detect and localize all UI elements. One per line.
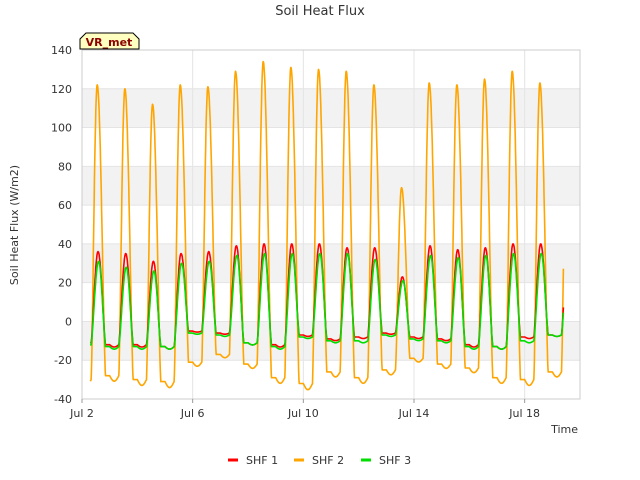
x-axis-ticks: Jul 2 Jul 6 Jul 10 Jul 14 Jul 18 [69,399,540,420]
badge-shape [79,32,140,50]
y-tick-label: 20 [58,277,72,290]
x-tick-label: Jul 14 [398,407,430,420]
legend-label: SHF 3 [379,454,411,467]
y-tick-label: 140 [51,44,72,57]
alternating-bands [82,88,580,361]
grid-band [82,166,580,206]
chart-title: Soil Heat Flux [275,4,365,19]
y-tick-label: 100 [51,122,72,135]
x-axis-label: Time [550,423,578,436]
series-line-shf-2 [89,60,565,391]
x-tick-label: Jul 6 [180,407,205,420]
legend-label: SHF 2 [312,454,344,467]
x-tick-label: Jul 2 [69,407,94,420]
badge-label: VR_met [86,36,133,49]
grid-band [82,243,580,283]
y-axis-label: Soil Heat Flux (W/m2) [8,165,21,285]
x-tick-label: Jul 18 [508,407,540,420]
legend: SHF 1 SHF 2 SHF 3 [228,454,411,467]
y-tick-label: 40 [58,238,72,251]
series-line-shf-3 [89,252,565,351]
legend-label: SHF 1 [246,454,278,467]
y-tick-label: 60 [58,199,72,212]
plot-frame [81,49,581,400]
y-tick-label: 120 [51,83,72,96]
grid-band [82,88,580,128]
site-badge: VR_met [79,32,140,50]
series-lines [89,60,565,391]
y-axis-ticks: -40 -20 0 20 40 60 80 100 120 140 [51,44,72,406]
y-tick-label: -40 [54,393,72,406]
y-tick-label: 80 [58,160,72,173]
y-tick-label: 0 [65,315,72,328]
y-tick-label: -20 [54,354,72,367]
x-tick-label: Jul 10 [287,407,319,420]
